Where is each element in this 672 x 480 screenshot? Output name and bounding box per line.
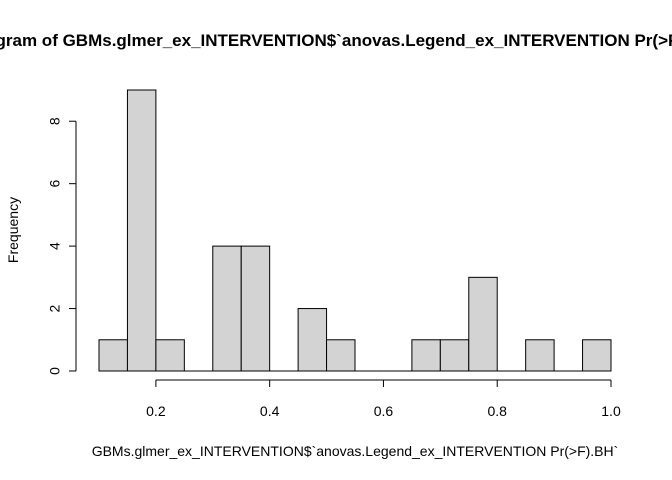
histogram-bar [411, 339, 441, 372]
histogram-bar [98, 339, 128, 372]
y-tick-label: 0 [47, 367, 63, 375]
y-tick-label: 6 [47, 180, 63, 188]
histogram-bar [326, 339, 356, 372]
x-axis-label: GBMs.glmer_ex_INTERVENTION$`anovas.Legen… [92, 443, 619, 459]
histogram-bar [155, 339, 185, 372]
histogram-bar [212, 245, 242, 372]
x-tick-label: 0.6 [374, 403, 394, 419]
histogram-bar [525, 339, 555, 372]
y-axis-label: Frequency [5, 197, 21, 263]
chart-title: Histogram of GBMs.glmer_ex_INTERVENTION$… [0, 31, 672, 50]
x-tick-label: 0.8 [487, 403, 507, 419]
x-tick-label: 1.0 [601, 403, 621, 419]
x-tick-label: 0.4 [260, 403, 280, 419]
y-tick-label: 4 [47, 242, 63, 250]
histogram-bar [582, 339, 612, 372]
histogram-bar [297, 308, 328, 372]
histogram-bar [468, 276, 498, 372]
y-tick-label: 2 [47, 304, 63, 312]
histogram-bars [98, 89, 612, 372]
y-axis: 0 2 4 6 8 [47, 117, 77, 375]
histogram-bar [439, 339, 470, 372]
histogram-bar [240, 245, 271, 372]
x-tick-label: 0.2 [146, 403, 166, 419]
x-axis: 0.2 0.4 0.6 0.8 1.0 [146, 379, 621, 419]
y-tick-label: 8 [47, 117, 63, 125]
histogram-bar [126, 89, 157, 372]
